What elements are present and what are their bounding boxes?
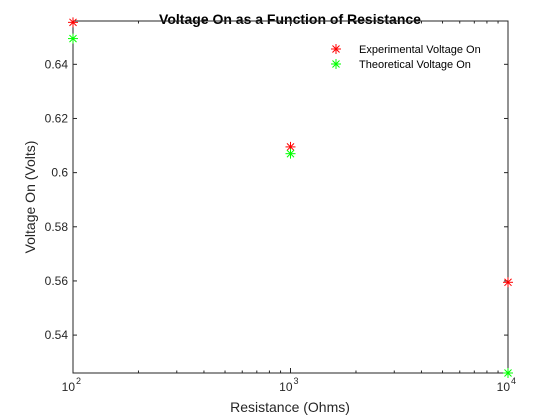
legend-marker-0 — [331, 44, 341, 54]
x-tick-label: 10 2 — [62, 376, 81, 394]
x-tick-exponent: 2 — [76, 376, 81, 386]
data-markers — [68, 17, 513, 378]
data-point-theoretical-2 — [503, 368, 513, 378]
legend-entry-0: Experimental Voltage On — [359, 44, 481, 56]
y-tick-label: 0.64 — [45, 57, 69, 71]
x-tick-exponent: 4 — [511, 376, 516, 386]
x-tick-label: 10 4 — [497, 376, 516, 394]
y-tick-label: 0.62 — [45, 111, 69, 125]
x-axis-ticks: 10 2 10 3 10 4 — [62, 21, 516, 394]
y-tick-label: 0.56 — [45, 274, 69, 288]
x-tick-base: 10 — [62, 380, 76, 394]
legend-entry-1: Theoretical Voltage On — [359, 59, 471, 71]
y-axis-ticks: 0.54 0.56 0.58 0.6 0.62 0.64 — [45, 57, 508, 342]
data-point-experimental-2 — [503, 277, 513, 288]
x-tick-base: 10 — [497, 380, 511, 394]
y-tick-label: 0.54 — [45, 328, 69, 342]
legend-marker-1 — [331, 59, 341, 69]
x-axis-label: Resistance (Ohms) — [230, 399, 350, 415]
data-point-theoretical-1 — [285, 148, 296, 159]
y-tick-label: 0.6 — [51, 166, 68, 180]
y-axis-label: Voltage On (Volts) — [22, 141, 38, 254]
data-point-theoretical-0 — [68, 33, 78, 44]
x-tick-exponent: 3 — [294, 376, 299, 386]
data-point-experimental-0 — [68, 17, 78, 28]
x-tick-label: 10 3 — [279, 376, 298, 394]
legend: Experimental Voltage On Theoretical Volta… — [331, 44, 481, 71]
y-tick-label: 0.58 — [45, 220, 69, 234]
x-tick-base: 10 — [279, 380, 293, 394]
